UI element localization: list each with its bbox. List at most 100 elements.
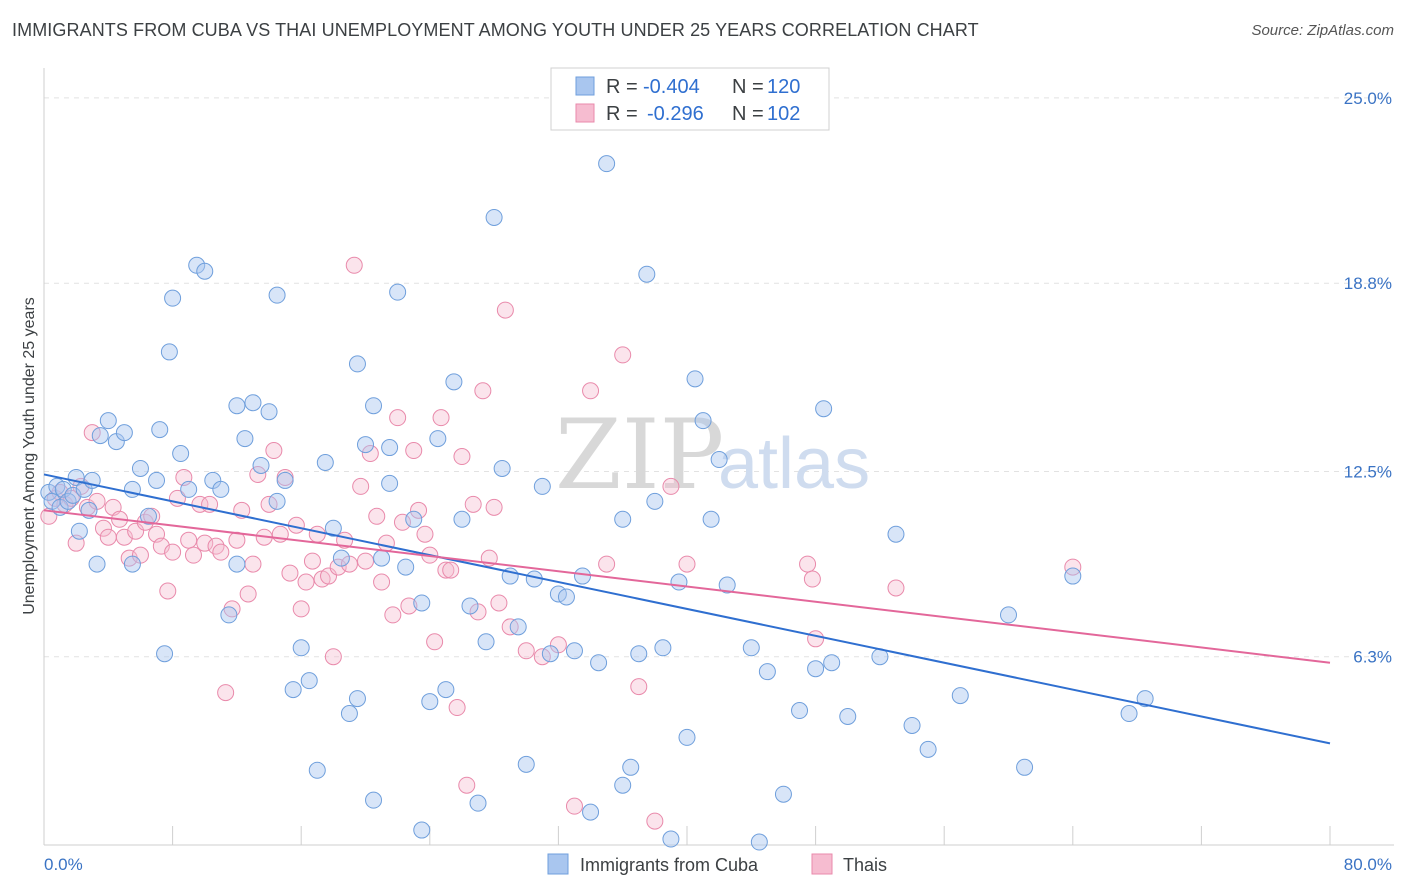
point-thais [196,534,214,552]
point-cuba [389,283,407,301]
point-cuba [791,702,809,720]
point-cuba [381,439,399,457]
watermark-atlas: atlas [718,424,870,504]
point-thais [212,543,230,561]
point-thais [1064,558,1082,576]
point-cuba [590,654,608,672]
point-cuba [815,400,833,418]
point-thais [437,561,455,579]
point-thais [368,507,386,525]
point-thais [646,812,664,830]
point-cuba [614,510,632,528]
point-cuba [710,451,728,469]
point-thais [448,699,466,717]
point-cuba [348,690,366,708]
point-thais [442,561,460,579]
y-tick-label: 6.3% [1353,648,1392,667]
point-cuba [1120,705,1138,723]
point-cuba [702,510,720,528]
point-thais [458,776,476,794]
legend-n-label-2: N = [732,103,764,125]
bottom-legend-swatch-blue [547,853,569,875]
point-thais [99,528,117,546]
point-cuba [172,445,190,463]
point-cuba [541,645,559,663]
point-thais [184,546,202,564]
point-cuba [131,459,149,477]
point-cuba [630,645,648,663]
grid-lines [44,97,1394,658]
point-cuba [220,606,238,624]
y-axis-label: Unemployment Among Youth under 25 years [21,297,38,615]
point-cuba [646,492,664,510]
point-cuba [919,740,937,758]
point-thais [115,528,133,546]
point-cuba [622,758,640,776]
point-thais [565,797,583,815]
point-thais [517,642,535,660]
y-tick-label: 18.8% [1344,274,1392,293]
point-cuba [316,454,334,471]
point-thais [490,594,508,612]
trend-lines [43,473,1331,745]
point-cuba [509,618,527,636]
point-cuba [582,803,600,821]
point-cuba [228,555,246,573]
point-cuba [903,716,921,734]
point-cuba [180,480,198,498]
point-cuba [91,427,109,445]
point-cuba [477,633,495,651]
point-thais [678,555,696,573]
point-cuba [164,289,182,307]
point-cuba [1136,690,1154,708]
point-cuba [196,262,214,280]
point-cuba [413,821,431,839]
legend-n-label-1: N = [732,76,764,98]
point-cuba [694,412,712,430]
point-cuba [758,663,776,681]
point-cuba [276,471,294,489]
point-thais [630,678,648,696]
legend-swatch-pink [575,103,595,123]
point-thais [377,534,395,552]
point-cuba [461,597,479,615]
point-thais [292,600,310,618]
point-cuba [718,576,736,594]
point-cuba [373,549,391,567]
point-thais [164,543,182,561]
point-cuba [887,525,905,543]
point-thais [887,579,905,597]
point-cuba [397,558,415,576]
x-tick-max: 80.0% [1344,855,1392,874]
point-cuba [750,833,768,851]
point-thais [265,442,283,460]
point-cuba [951,687,969,705]
point-cuba [365,791,383,809]
legend-r-value-2: -0.296 [647,103,704,125]
legend-r-label-2: R = [606,103,638,125]
point-cuba [268,492,286,510]
point-cuba [405,510,423,528]
point-cuba [823,654,841,672]
point-cuba [574,567,592,585]
point-thais [496,301,514,319]
point-cuba [64,486,82,504]
point-cuba [493,459,511,477]
point-cuba [244,394,262,412]
point-thais [345,256,363,274]
point-thais [352,477,370,495]
point-thais [426,633,444,651]
point-thais [384,606,402,624]
point-thais [410,501,428,519]
point-cuba [228,397,246,415]
point-cuba [260,403,278,421]
y-tick-label: 25.0% [1344,89,1392,108]
point-cuba [742,639,760,657]
point-cuba [70,522,88,540]
point-cuba [686,370,704,388]
point-thais [297,573,315,591]
point-thais [464,495,482,513]
point-cuba [413,594,431,612]
trend-line-thais [43,509,1331,664]
point-thais [329,558,347,576]
